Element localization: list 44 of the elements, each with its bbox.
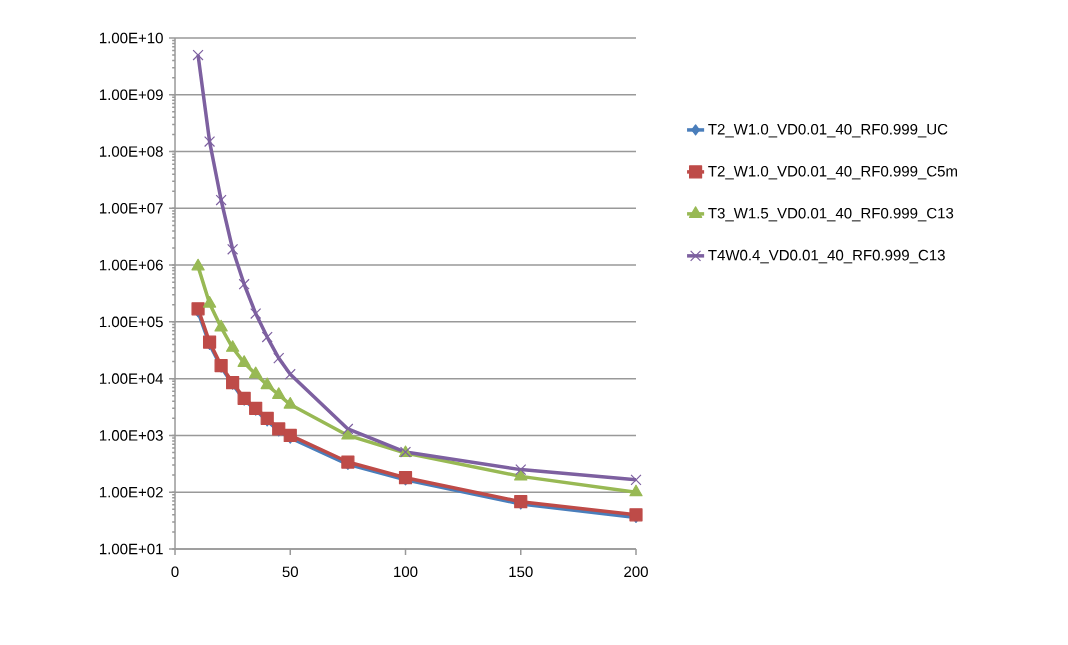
point: [629, 484, 643, 497]
y-tick-label: 1.00E+07: [99, 203, 163, 214]
point: [283, 396, 297, 409]
point: [630, 474, 642, 486]
x-tick-label: 100: [394, 566, 418, 578]
point: [342, 423, 354, 435]
point: [260, 411, 274, 425]
legend-label: T2_W1.0_VD0.01_40_RF0.999_C5m: [708, 165, 957, 180]
point: [204, 136, 216, 148]
point: [215, 194, 227, 206]
point: [191, 258, 205, 271]
point: [250, 308, 262, 320]
point: [272, 387, 286, 399]
point: [191, 302, 205, 316]
x-tick-label: 0: [171, 566, 179, 578]
y-tick-label: 1.00E+05: [99, 316, 163, 328]
y-tick-label: 1.00E+09: [99, 89, 163, 101]
point: [261, 331, 273, 343]
x-tick-label: 50: [282, 566, 298, 578]
y-tick-label: 1.00E+03: [99, 430, 163, 441]
y-tick-label: 1.00E+10: [99, 32, 163, 44]
legend-label: T4W0.4_VD0.01_40_RF0.999_C13: [708, 249, 945, 264]
y-tick-label: 1.00E+04: [99, 373, 164, 384]
point: [260, 377, 274, 390]
point: [514, 468, 528, 481]
point: [238, 278, 250, 290]
x-tick-label: 200: [624, 566, 648, 578]
y-tick-label: 1.00E+06: [99, 259, 163, 271]
legend-label: T3_W1.5_VD0.01_40_RF0.999_C13: [708, 207, 954, 222]
y-tick-label: 1.00E+01: [99, 543, 163, 555]
point: [249, 366, 263, 379]
point: [214, 319, 228, 332]
point: [225, 340, 240, 352]
point: [237, 355, 251, 367]
point: [283, 428, 297, 443]
point: [515, 464, 527, 476]
x-tick-label: 150: [509, 566, 533, 578]
y-tick-label: 1.00E+02: [99, 486, 163, 498]
y-tick-label: 1.00E+08: [99, 146, 163, 157]
legend-label: T2_W1.0_VD0.01_40_RF0.999_UC: [708, 123, 948, 138]
point: [227, 243, 239, 255]
point: [341, 427, 355, 440]
point: [192, 49, 204, 61]
point: [202, 295, 217, 308]
